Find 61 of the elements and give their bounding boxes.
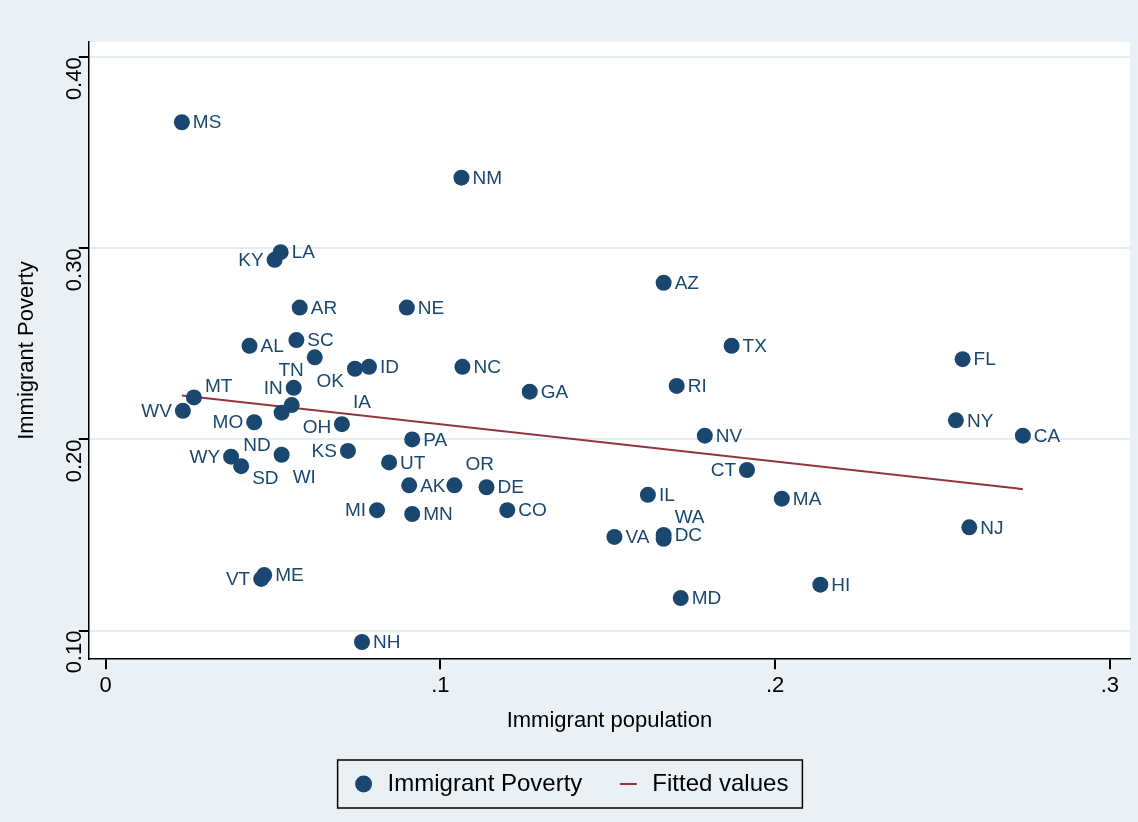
annotation: RI (687, 375, 707, 397)
x-axis-title: Immigrant population (506, 706, 713, 732)
annotation: AL (260, 335, 284, 357)
y-tick-label: 0.20 (60, 439, 86, 483)
annotation: NC (473, 356, 501, 378)
annotation: PA (423, 428, 448, 450)
annotation: OK (316, 369, 345, 391)
annotation: MN (423, 503, 453, 525)
annotation: CO (518, 499, 547, 521)
annotation: FL (973, 348, 996, 370)
annotation: AR (310, 296, 338, 318)
annotation: MI (344, 499, 367, 521)
legend-label: Fitted values (652, 768, 789, 796)
x-tick-label: .3 (1100, 672, 1120, 698)
y-axis-title: Immigrant Poverty (13, 261, 39, 440)
annotation: VT (225, 568, 251, 590)
annotation: TN (278, 358, 304, 380)
annotation: NJ (980, 516, 1004, 538)
annotation: ID (380, 356, 400, 378)
annotation: LA (291, 241, 316, 263)
annotation: OH (302, 416, 332, 438)
annotation: NV (715, 424, 743, 446)
annotation: NH (372, 631, 401, 653)
y-tick-label: 0.10 (60, 630, 86, 674)
annotation: SD (252, 467, 279, 489)
annotation: WY (189, 445, 221, 467)
annotation: MS (192, 111, 222, 133)
annotation: CA (1033, 424, 1061, 446)
annotation: IL (658, 484, 675, 506)
annotation: SC (307, 329, 334, 351)
annotation: ND (243, 433, 271, 455)
annotation: MO (212, 411, 244, 433)
annotation: ME (275, 564, 304, 586)
annotation: OR (465, 452, 494, 474)
annotation: KY (238, 249, 264, 271)
annotation: CT (710, 459, 737, 481)
annotation: MT (204, 374, 233, 396)
annotation: NM (472, 166, 502, 188)
annotation: HI (831, 573, 851, 595)
annotation: TX (742, 335, 768, 357)
annotation: IN (263, 377, 283, 399)
annotation: AZ (674, 272, 700, 293)
annotation: WI (292, 465, 316, 487)
annotation: VA (625, 526, 650, 548)
y-tick-label: 0.40 (60, 57, 86, 101)
annotation: GA (540, 380, 569, 402)
annotation: NE (417, 296, 445, 318)
annotation: AK (420, 474, 446, 496)
x-tick-label: 0 (99, 672, 112, 698)
annotation: NY (966, 409, 994, 431)
annotation: DE (497, 476, 524, 498)
x-tick-label: .1 (431, 672, 450, 698)
legend-label: Immigrant Poverty (387, 768, 583, 796)
annotation: KS (311, 440, 337, 462)
annotation: MA (792, 487, 822, 509)
annotation: MD (691, 587, 722, 609)
annotation: IA (352, 391, 372, 413)
y-tick-label: 0.30 (60, 248, 86, 292)
annotation: WV (141, 400, 173, 422)
x-tick-label: .2 (765, 672, 785, 698)
annotation: UT (400, 451, 426, 473)
